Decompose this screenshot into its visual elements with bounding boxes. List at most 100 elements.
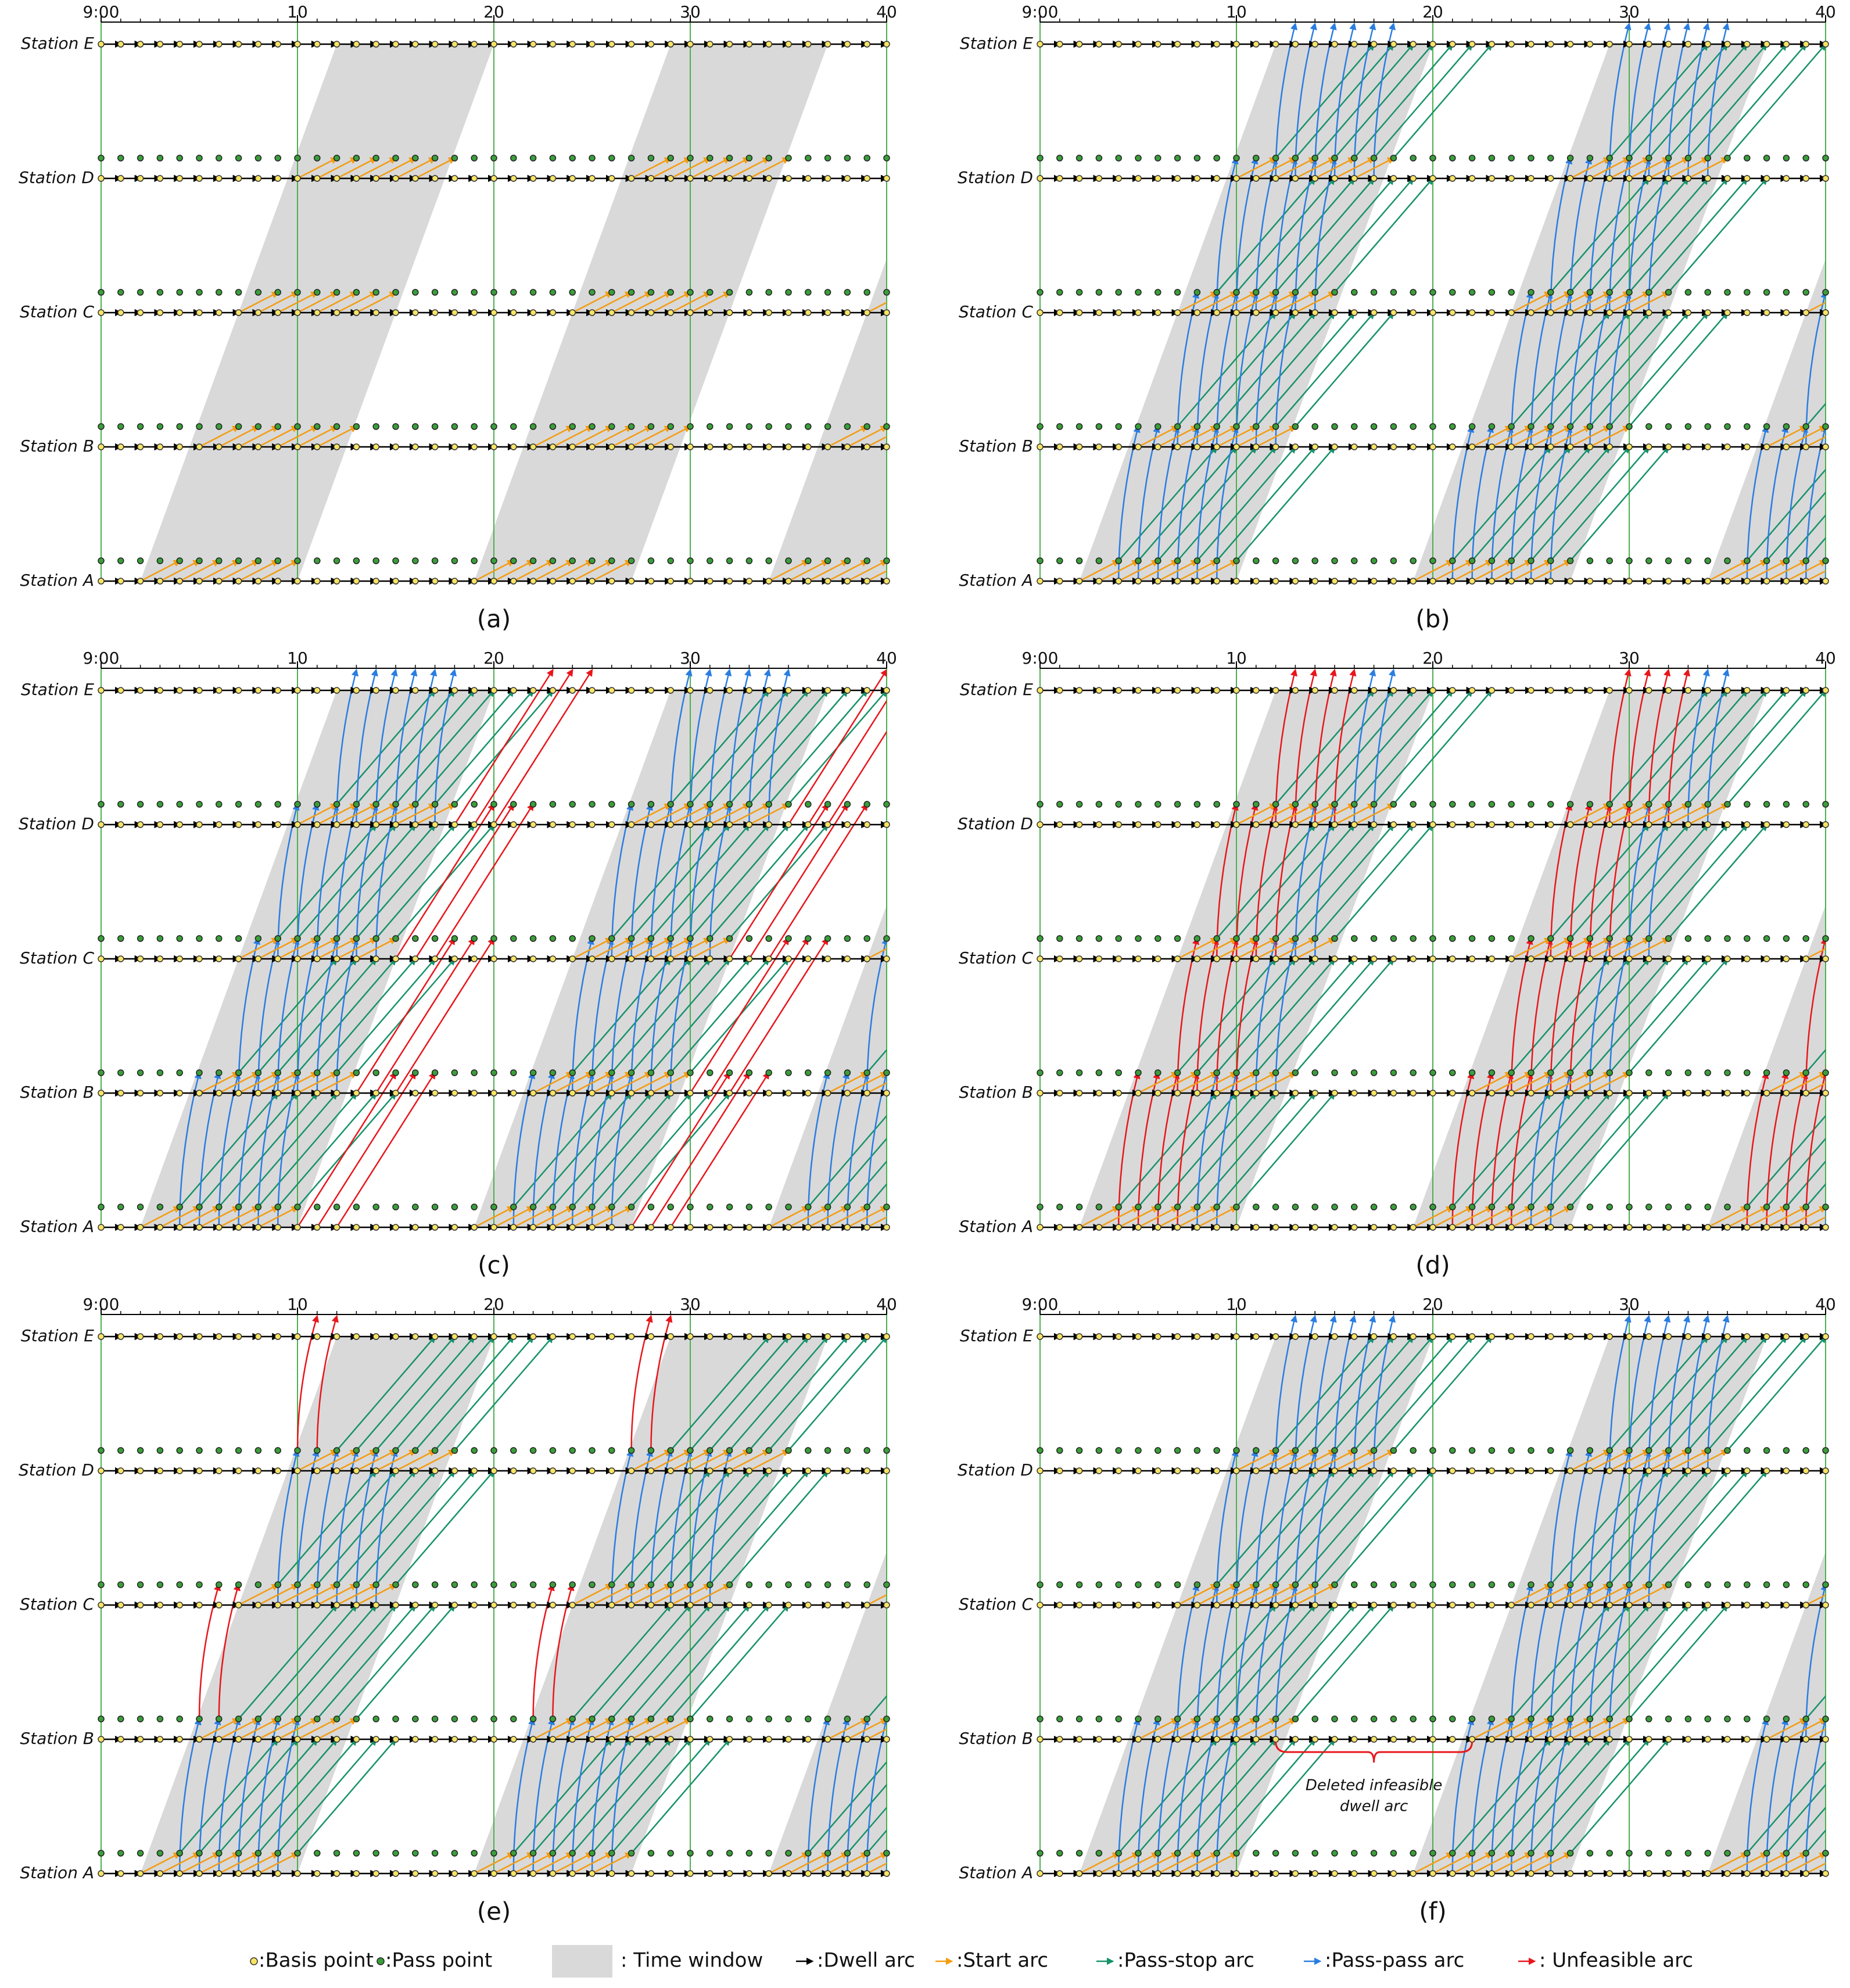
basis-point (805, 1467, 812, 1474)
pass-point (1547, 801, 1554, 808)
pass-point (589, 155, 596, 162)
basis-point (490, 1736, 497, 1743)
pass-point (314, 423, 321, 430)
basis-point (176, 1467, 183, 1474)
basis-point (156, 1467, 164, 1474)
pass-point (1468, 155, 1476, 162)
pass-point (451, 1715, 458, 1722)
pass-stop-arc (1005, 1337, 1103, 1450)
basis-point (274, 443, 281, 450)
basis-point (1174, 955, 1181, 962)
pass-point (412, 935, 419, 942)
pass-point (765, 423, 772, 430)
pass-point (1075, 801, 1083, 808)
basis-point (1351, 1870, 1358, 1877)
basis-point (1802, 1224, 1809, 1231)
basis-point (98, 443, 105, 450)
pass-point (1193, 423, 1201, 430)
basis-point (274, 1224, 281, 1231)
pass-stop-arc (257, 1604, 358, 1720)
pass-point (1135, 557, 1142, 564)
basis-point (314, 1224, 321, 1231)
pass-stop-arc (1334, 1470, 1434, 1585)
basis-point (1606, 1467, 1613, 1474)
pass-point (844, 557, 851, 564)
pass-point (451, 801, 458, 808)
basis-point (1547, 443, 1554, 450)
basis-point (471, 1224, 478, 1231)
basis-point (372, 309, 379, 316)
basis-point (1822, 309, 1829, 316)
unfeasible-arc (356, 937, 456, 1094)
basis-point (1253, 1870, 1260, 1877)
pass-point (1193, 1447, 1201, 1454)
pass-point (1665, 423, 1672, 430)
pass-stop-arc (1609, 1604, 1709, 1720)
pass-point (314, 1069, 321, 1076)
pass-stop-arc (1569, 1604, 1670, 1720)
pass-point (1704, 935, 1711, 942)
pass-point (490, 1447, 497, 1454)
basis-point (510, 1870, 517, 1877)
pass-point (569, 1715, 576, 1722)
start-arc (1825, 580, 1826, 581)
pass-stop-arc (866, 1183, 887, 1208)
pass-point (176, 557, 183, 564)
pass-point (1331, 557, 1338, 564)
basis-point (510, 578, 517, 585)
pass-stop-arc (1334, 43, 1434, 159)
basis-point (451, 1333, 458, 1340)
basis-point (1665, 175, 1672, 182)
basis-point (1135, 1467, 1142, 1474)
pass-point (137, 155, 144, 162)
pass-point (1370, 801, 1378, 808)
basis-point (1488, 1333, 1496, 1340)
basis-point (628, 309, 635, 316)
pass-point (274, 289, 281, 296)
basis-point (510, 821, 517, 828)
pass-stop-arc (199, 1738, 299, 1854)
basis-point (1213, 687, 1220, 694)
pass-point (1665, 1581, 1672, 1588)
pass-point (667, 801, 674, 808)
pass-stop-arc (1845, 1093, 1850, 1207)
pass-stop-arc (414, 1335, 515, 1451)
pass-point (863, 289, 870, 296)
pass-point (176, 155, 183, 162)
pass-stop-arc (709, 823, 809, 939)
pass-point (294, 155, 301, 162)
basis-point (235, 1090, 242, 1097)
basis-point (1528, 175, 1535, 182)
basis-point (196, 1467, 203, 1474)
basis-point (863, 1224, 870, 1231)
pass-point (1292, 1069, 1299, 1076)
pass-point (1802, 1850, 1809, 1857)
basis-point (235, 175, 242, 182)
pass-point (628, 1069, 635, 1076)
pass-point (235, 423, 242, 430)
basis-point (1508, 955, 1515, 962)
basis-point (196, 578, 203, 585)
basis-point (1684, 1224, 1692, 1231)
basis-point (1665, 1090, 1672, 1097)
pass-point (824, 1715, 831, 1722)
pass-point (1744, 1850, 1751, 1857)
basis-point (863, 1870, 870, 1877)
basis-point (1037, 1090, 1044, 1097)
pass-point (392, 1069, 399, 1076)
basis-point (687, 1870, 694, 1877)
tick-label: 10 (287, 649, 308, 668)
panel-label: (b) (1415, 605, 1450, 633)
pass-point (1253, 1715, 1260, 1722)
basis-point (117, 41, 124, 48)
basis-point (490, 687, 497, 694)
pass-stop-arc (434, 689, 535, 805)
basis-point (451, 821, 458, 828)
basis-point (392, 309, 399, 316)
pass-point (1155, 935, 1161, 942)
pass-stop-arc (709, 1470, 809, 1585)
basis-point (1351, 309, 1358, 316)
pass-point (137, 1069, 144, 1076)
pass-point (1763, 1203, 1770, 1210)
pass-point (765, 1581, 772, 1588)
